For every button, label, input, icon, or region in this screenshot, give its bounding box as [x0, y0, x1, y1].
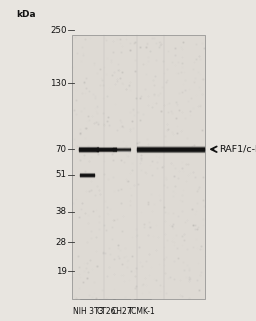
Text: 38: 38	[56, 207, 67, 216]
Bar	[72, 35, 205, 299]
Text: TCMK-1: TCMK-1	[128, 307, 156, 316]
Text: 70: 70	[56, 145, 67, 154]
Text: 250: 250	[50, 26, 67, 35]
Text: 19: 19	[56, 267, 67, 276]
Text: NIH 3T3: NIH 3T3	[73, 307, 104, 316]
Text: kDa: kDa	[16, 10, 35, 19]
Text: 130: 130	[50, 79, 67, 88]
Text: CH27: CH27	[111, 307, 132, 316]
Text: CT26: CT26	[97, 307, 116, 316]
Text: 28: 28	[56, 238, 67, 247]
Text: RAF1/c-RAF: RAF1/c-RAF	[219, 145, 256, 154]
Text: 51: 51	[56, 170, 67, 179]
